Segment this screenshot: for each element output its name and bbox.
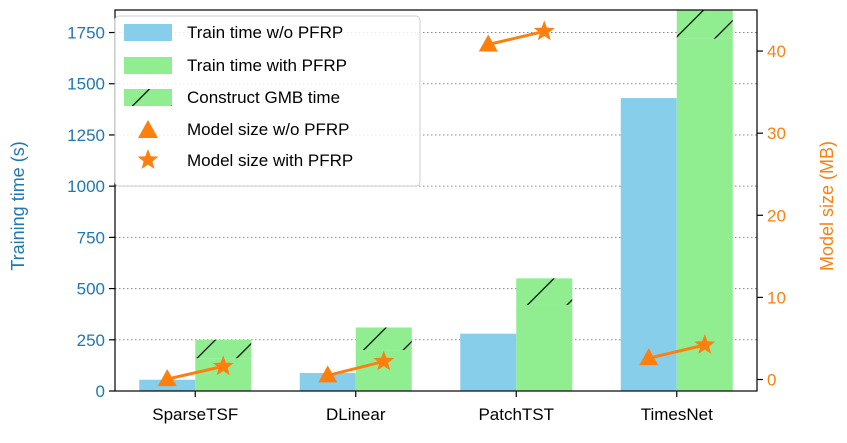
model-size-lines (166, 29, 706, 381)
bar-train-time-with-pfrp (516, 304, 573, 391)
x-axis-ticks: SparseTSF DLinear PatchTST TimesNet (152, 391, 713, 424)
left-tick-label: 0 (96, 382, 105, 401)
legend: Train time w/o PFRP Train time with PFRP… (114, 15, 421, 187)
grid-lines (115, 32, 757, 341)
legend-swatch-wo-pfrp (124, 24, 172, 41)
bar-train-time-wo-pfrp (460, 333, 517, 391)
model-size-markers (157, 20, 716, 387)
bar-construct-gmb-time (195, 339, 252, 359)
marker-size-with-pfrp (533, 20, 555, 41)
x-tick-label: PatchTST (478, 405, 554, 424)
x-tick-label: TimesNet (641, 405, 713, 424)
legend-label-construct-gmb: Construct GMB time (187, 88, 340, 107)
right-tick-label: 20 (767, 206, 786, 225)
marker-size-with-pfrp (694, 334, 716, 354)
left-tick-label: 500 (77, 280, 105, 299)
bar-construct-gmb-time (516, 278, 573, 305)
model-size-connector (648, 343, 706, 360)
model-size-connector (487, 29, 545, 46)
left-axis-label: Training time (s) (8, 141, 28, 270)
bar-construct-gmb-time (676, 10, 733, 39)
legend-swatch-with-pfrp (124, 57, 172, 74)
left-tick-label: 250 (77, 331, 105, 350)
left-tick-label: 1000 (67, 177, 105, 196)
legend-label-wo-pfrp: Train time w/o PFRP (187, 23, 343, 42)
bar-train-time-wo-pfrp (620, 98, 677, 392)
left-tick-label: 750 (77, 228, 105, 247)
right-axis-ticks: 0 10 20 30 40 (757, 42, 786, 390)
model-size-connector (166, 364, 224, 381)
x-tick-label: SparseTSF (152, 405, 238, 424)
model-size-connector (327, 359, 385, 377)
plot-frame (114, 9, 758, 392)
left-tick-label: 1250 (67, 126, 105, 145)
legend-triangle-icon (138, 120, 158, 138)
left-tick-label: 1750 (67, 24, 105, 43)
left-tick-label: 1500 (67, 75, 105, 94)
marker-size-with-pfrp (212, 355, 234, 376)
bars-group (139, 10, 733, 392)
bar-construct-gmb-time (355, 327, 412, 351)
right-tick-label: 0 (767, 371, 776, 390)
right-tick-label: 10 (767, 288, 786, 307)
right-axis-label: Model size (MB) (817, 141, 837, 271)
bar-train-time-with-pfrp (676, 38, 733, 391)
right-tick-label: 30 (767, 124, 786, 143)
x-tick-label: DLinear (326, 405, 386, 424)
marker-size-wo-pfrp (318, 365, 338, 383)
legend-star-icon (137, 149, 159, 169)
legend-label-size-with-pfrp: Model size with PFRP (187, 151, 353, 170)
legend-label-with-pfrp: Train time with PFRP (187, 56, 347, 75)
marker-size-wo-pfrp (157, 369, 177, 387)
marker-size-wo-pfrp (639, 348, 659, 366)
marker-size-with-pfrp (373, 350, 395, 371)
left-axis-ticks: 0 250 500 750 1000 1250 1500 1750 (67, 24, 115, 401)
marker-size-wo-pfrp (478, 34, 498, 52)
legend-label-size-wo-pfrp: Model size w/o PFRP (187, 120, 350, 139)
legend-swatch-construct-gmb (124, 89, 172, 106)
right-tick-label: 40 (767, 42, 786, 61)
